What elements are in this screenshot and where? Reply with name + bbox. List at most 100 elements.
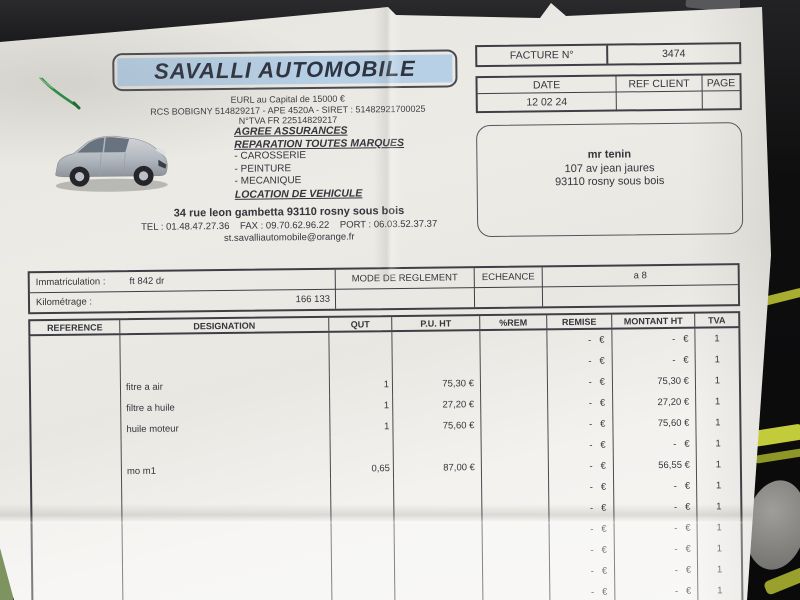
table-cell-remise: - €	[548, 413, 614, 436]
table-cell-qut: 1	[330, 395, 394, 417]
table-cell-rem	[482, 519, 550, 542]
table-cell-montant_ht: - €	[615, 580, 699, 600]
ref-client-label: REF CLIENT	[616, 75, 703, 93]
table-cell-rem	[480, 351, 548, 374]
table-cell-rem	[482, 477, 550, 500]
table-cell-remise: - €	[549, 539, 615, 562]
echeance-label: ECHEANCE	[474, 267, 543, 288]
table-cell-pu_ht	[394, 541, 483, 564]
table-cell-qut	[330, 437, 394, 459]
table-cell-pu_ht	[394, 499, 483, 522]
table-cell-montant_ht: - €	[614, 559, 699, 582]
column-header-remise: REMISE	[547, 314, 613, 329]
table-cell-remise: - €	[548, 392, 614, 415]
table-cell-designation	[123, 563, 333, 588]
table-cell-qut	[331, 542, 395, 564]
car-illustration	[48, 121, 177, 205]
mode-reglement-label: MODE DE REGLEMENT	[335, 268, 475, 290]
table-cell-montant_ht: 27,20 €	[613, 391, 697, 414]
table-cell-tva: 1	[714, 354, 720, 366]
echeance-value: a 8	[542, 265, 738, 287]
table-cell-remise: - €	[550, 581, 616, 600]
table-cell-remise: - €	[547, 350, 613, 373]
table-cell-rem	[482, 498, 550, 521]
table-cell-rem	[480, 330, 548, 353]
kilometrage-label: Kilométrage :	[35, 296, 93, 308]
table-cell-tva: 1	[716, 543, 723, 555]
table-cell-montant_ht: - €	[614, 517, 698, 540]
echeance-empty-cell	[474, 286, 544, 308]
table-cell-pu_ht	[392, 331, 481, 354]
table-cell-remise: - €	[547, 371, 614, 394]
kilometrage-cell: Kilométrage : 166 133	[29, 289, 337, 313]
pen-mark	[36, 76, 88, 119]
table-cell-montant_ht: - €	[613, 433, 697, 456]
items-table: REFERENCE DESIGNATION QUT P.U. HT %REM R…	[28, 311, 744, 600]
table-cell-reference	[32, 503, 123, 526]
table-cell-reference	[32, 545, 124, 568]
table-cell-tva: 1	[715, 417, 721, 429]
echeance-empty-cell	[543, 285, 738, 307]
column-header-qut: QUT	[329, 317, 393, 331]
table-cell-designation	[122, 521, 332, 546]
table-cell-remise: - €	[547, 329, 613, 352]
table-cell-qut	[332, 584, 396, 600]
company-name: SAVALLI AUTOMOBILE	[153, 55, 416, 84]
table-cell-pu_ht	[394, 478, 483, 501]
table-cell-pu_ht	[394, 520, 483, 543]
table-cell-remise: - €	[549, 497, 615, 520]
column-header-rem: %REM	[480, 315, 548, 330]
table-cell-remise: - €	[549, 476, 615, 499]
table-cell-qut	[331, 521, 395, 543]
table-cell-tva: 1	[717, 585, 723, 597]
table-cell-tva: 1	[714, 375, 721, 387]
table-cell-montant_ht: - €	[614, 538, 698, 561]
table-cell-montant_ht: - €	[612, 328, 696, 351]
facture-number: 3474	[661, 47, 686, 61]
immatriculation-label: Immatriculation :	[35, 276, 106, 288]
table-cell-remise: - €	[549, 560, 616, 583]
table-cell-qut	[331, 479, 395, 501]
table-cell-montant_ht: 75,60 €	[613, 412, 697, 435]
immatriculation-value: ft 842 dr	[129, 275, 165, 287]
ref-client-value	[616, 91, 703, 110]
table-cell-qut	[331, 500, 395, 522]
car-grille	[158, 159, 167, 169]
table-cell-remise: - €	[548, 434, 614, 457]
table-cell-designation	[123, 584, 333, 600]
table-cell-reference	[31, 461, 123, 484]
page-label: PAGE	[702, 75, 740, 92]
table-cell-designation	[120, 353, 330, 378]
table-cell-designation: fitre a air	[120, 374, 331, 399]
table-cell-reference	[31, 398, 122, 421]
client-address-box: mr tenin 107 av jean jaures 93110 rosny …	[476, 122, 744, 238]
table-cell-rem	[481, 456, 550, 479]
table-cell-reference	[33, 587, 124, 600]
service-heading: LOCATION DE VEHICULE	[234, 186, 363, 201]
table-cell-rem	[483, 582, 551, 600]
table-cell-designation: mo m1	[121, 458, 332, 483]
table-cell-tva: 1	[715, 480, 722, 492]
column-header-designation: DESIGNATION	[120, 317, 330, 334]
kilometrage-value: 166 133	[295, 293, 331, 305]
services-list: AGREE ASSURANCES REPARATION TOUTES MARQU…	[234, 124, 405, 201]
column-header-pu-ht: P.U. HT	[392, 316, 481, 331]
table-cell-designation	[122, 500, 332, 525]
table-cell-tva: 1	[715, 438, 721, 450]
table-cell-pu_ht: 75,30 €	[392, 373, 482, 396]
table-cell-pu_ht	[394, 562, 484, 585]
mode-reglement-value	[335, 287, 476, 309]
table-cell-reference	[32, 482, 123, 505]
car-windows	[77, 137, 130, 153]
invoice-date-box: DATE REF CLIENT PAGE 12 02 24	[475, 73, 742, 114]
table-cell-qut	[331, 563, 396, 585]
page-value	[703, 91, 740, 108]
table-cell-designation	[122, 479, 332, 504]
table-cell-reference	[31, 440, 122, 463]
table-cell-designation: huile moteur	[121, 416, 331, 441]
table-cell-montant_ht: 75,30 €	[612, 370, 697, 393]
table-cell-rem	[482, 561, 551, 584]
